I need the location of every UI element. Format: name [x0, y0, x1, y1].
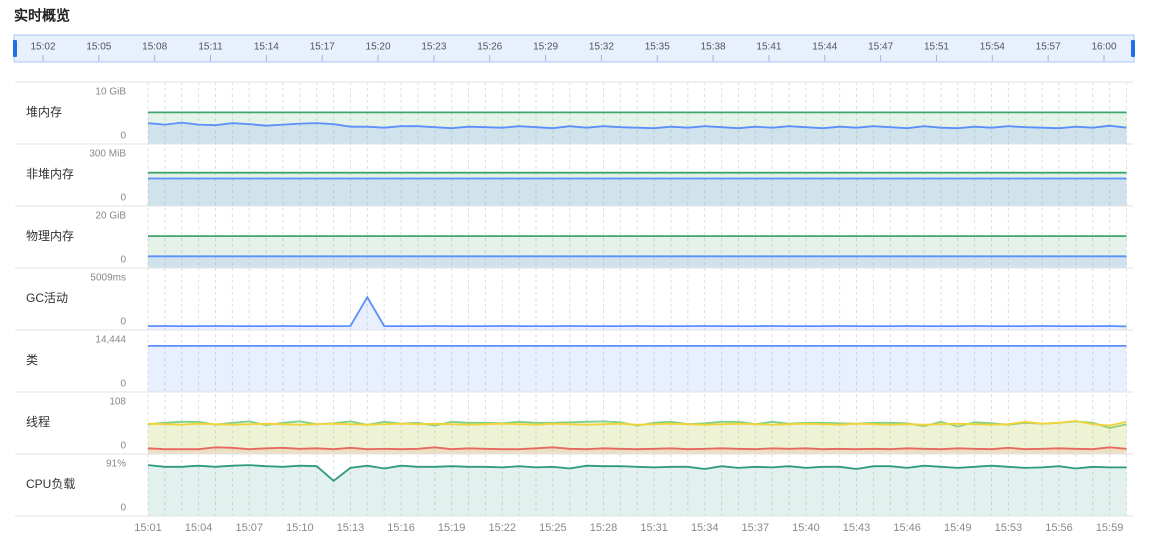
slider-label: 15:41	[756, 42, 781, 53]
slider-label: 15:29	[533, 42, 558, 53]
series-line	[147, 295, 1127, 328]
x-tick-label: 15:28	[590, 522, 618, 534]
slider-label: 15:14	[254, 42, 279, 53]
x-tick-label: 15:10	[286, 522, 314, 534]
y-tick-label: 0	[120, 255, 126, 266]
series-area	[148, 236, 1127, 268]
slider-label: 15:23	[421, 42, 446, 53]
slider-label: 15:32	[589, 42, 614, 53]
x-tick-label: 15:56	[1045, 522, 1073, 534]
slider-handle-right[interactable]	[1131, 40, 1135, 57]
y-tick-label: 0	[120, 193, 126, 204]
y-tick-label: 20 GiB	[95, 211, 126, 222]
x-tick-label: 15:31	[640, 522, 668, 534]
series-area	[148, 178, 1127, 206]
series-line	[147, 121, 1127, 130]
series-line	[147, 419, 1127, 427]
y-tick-label: 10 GiB	[95, 87, 126, 98]
x-tick-label: 15:34	[691, 522, 719, 534]
slider-label: 15:08	[142, 42, 167, 53]
panel-label: GC活动	[26, 291, 68, 305]
slider-label: 15:35	[645, 42, 670, 53]
slider-handle-left[interactable]	[13, 40, 17, 57]
series-area	[148, 297, 1127, 330]
page-title: 实时概览	[14, 8, 70, 24]
y-tick-label: 108	[109, 397, 126, 408]
y-tick-label: 91%	[106, 459, 126, 470]
panel-label: 堆内存	[26, 105, 62, 119]
panel-label: 非堆内存	[26, 167, 74, 181]
slider-label: 15:05	[86, 42, 111, 53]
series-area	[148, 465, 1127, 516]
slider-label: 15:38	[701, 42, 726, 53]
slider-label: 15:26	[477, 42, 502, 53]
x-tick-label: 15:01	[134, 522, 162, 534]
series-area	[148, 256, 1127, 268]
slider-label: 15:44	[812, 42, 837, 53]
x-tick-label: 15:16	[387, 522, 415, 534]
time-slider[interactable]	[13, 34, 1135, 63]
slider-label: 15:20	[366, 42, 391, 53]
x-tick-label: 15:19	[438, 522, 466, 534]
y-tick-label: 5009ms	[90, 273, 126, 284]
panel-label: 线程	[26, 414, 50, 429]
slider-label: 15:57	[1036, 42, 1061, 53]
x-tick-label: 15:37	[742, 522, 770, 534]
x-tick-label: 15:53	[995, 522, 1023, 534]
y-tick-label: 0	[120, 503, 126, 514]
slider-label: 15:54	[980, 42, 1005, 53]
y-tick-label: 14,444	[95, 335, 126, 346]
series-area	[148, 172, 1127, 206]
x-tick-label: 15:13	[337, 522, 365, 534]
x-tick-label: 15:25	[539, 522, 567, 534]
panel-label: CPU负载	[26, 477, 75, 491]
x-tick-label: 15:43	[843, 522, 871, 534]
series-area	[148, 421, 1127, 454]
series-line	[147, 464, 1127, 482]
slider-label: 16:00	[1091, 42, 1116, 53]
series-area	[148, 420, 1127, 454]
slider-label: 15:02	[30, 42, 55, 53]
slider-label: 15:47	[868, 42, 893, 53]
y-tick-label: 0	[120, 317, 126, 328]
panel-label: 物理内存	[26, 229, 74, 243]
slider-label: 15:17	[310, 42, 335, 53]
slider-label: 15:11	[198, 42, 223, 53]
slider-label: 15:51	[924, 42, 949, 53]
series-area	[148, 447, 1127, 454]
x-tick-label: 15:40	[792, 522, 820, 534]
series-area	[148, 345, 1127, 392]
y-tick-label: 0	[120, 131, 126, 142]
x-tick-label: 15:59	[1096, 522, 1124, 534]
series-area	[148, 122, 1127, 144]
panel-label: 类	[26, 353, 38, 367]
series-line	[147, 446, 1127, 451]
x-tick-label: 15:49	[944, 522, 972, 534]
x-tick-label: 15:04	[185, 522, 213, 534]
y-tick-label: 300 MiB	[89, 149, 126, 160]
y-tick-label: 0	[120, 441, 126, 452]
x-tick-label: 15:22	[489, 522, 517, 534]
y-tick-label: 0	[120, 379, 126, 390]
x-tick-label: 15:46	[893, 522, 921, 534]
x-tick-label: 15:07	[235, 522, 263, 534]
